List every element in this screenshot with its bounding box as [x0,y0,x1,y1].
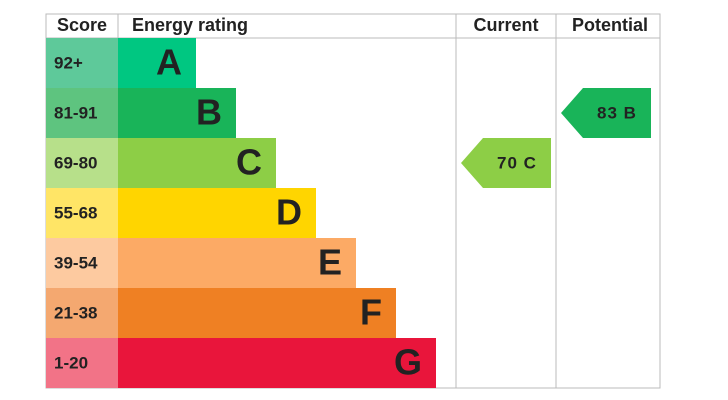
rating-bar [118,288,396,338]
rating-letter: F [360,292,382,333]
rating-bar [118,138,276,188]
score-cell [46,288,118,338]
header-score: Score [57,15,107,35]
rating-letter: C [236,142,262,183]
score-label: 81-91 [54,103,97,122]
score-cell [46,38,118,88]
score-label: 69-80 [54,153,97,172]
score-label: 92+ [54,53,83,72]
score-label: 55-68 [54,203,97,222]
current-arrow [461,138,551,188]
score-cell [46,338,118,388]
rating-letter: D [276,192,302,233]
score-cell [46,138,118,188]
header-rating: Energy rating [132,15,248,35]
rating-bar [118,338,436,388]
score-label: 39-54 [54,253,98,272]
score-label: 1-20 [54,353,88,372]
current-label: 70 C [497,153,537,172]
score-cell [46,88,118,138]
header-current: Current [473,15,538,35]
header-potential: Potential [572,15,648,35]
score-cell [46,238,118,288]
score-label: 21-38 [54,303,97,322]
rating-bar [118,38,196,88]
potential-arrow [561,88,651,138]
rating-letter: E [318,242,342,283]
rating-letter: G [394,342,422,383]
rating-bar [118,188,316,238]
rating-bar [118,88,236,138]
rating-bar [118,238,356,288]
score-cell [46,188,118,238]
rating-letter: A [156,42,182,83]
potential-label: 83 B [597,103,637,122]
rating-letter: B [196,92,222,133]
